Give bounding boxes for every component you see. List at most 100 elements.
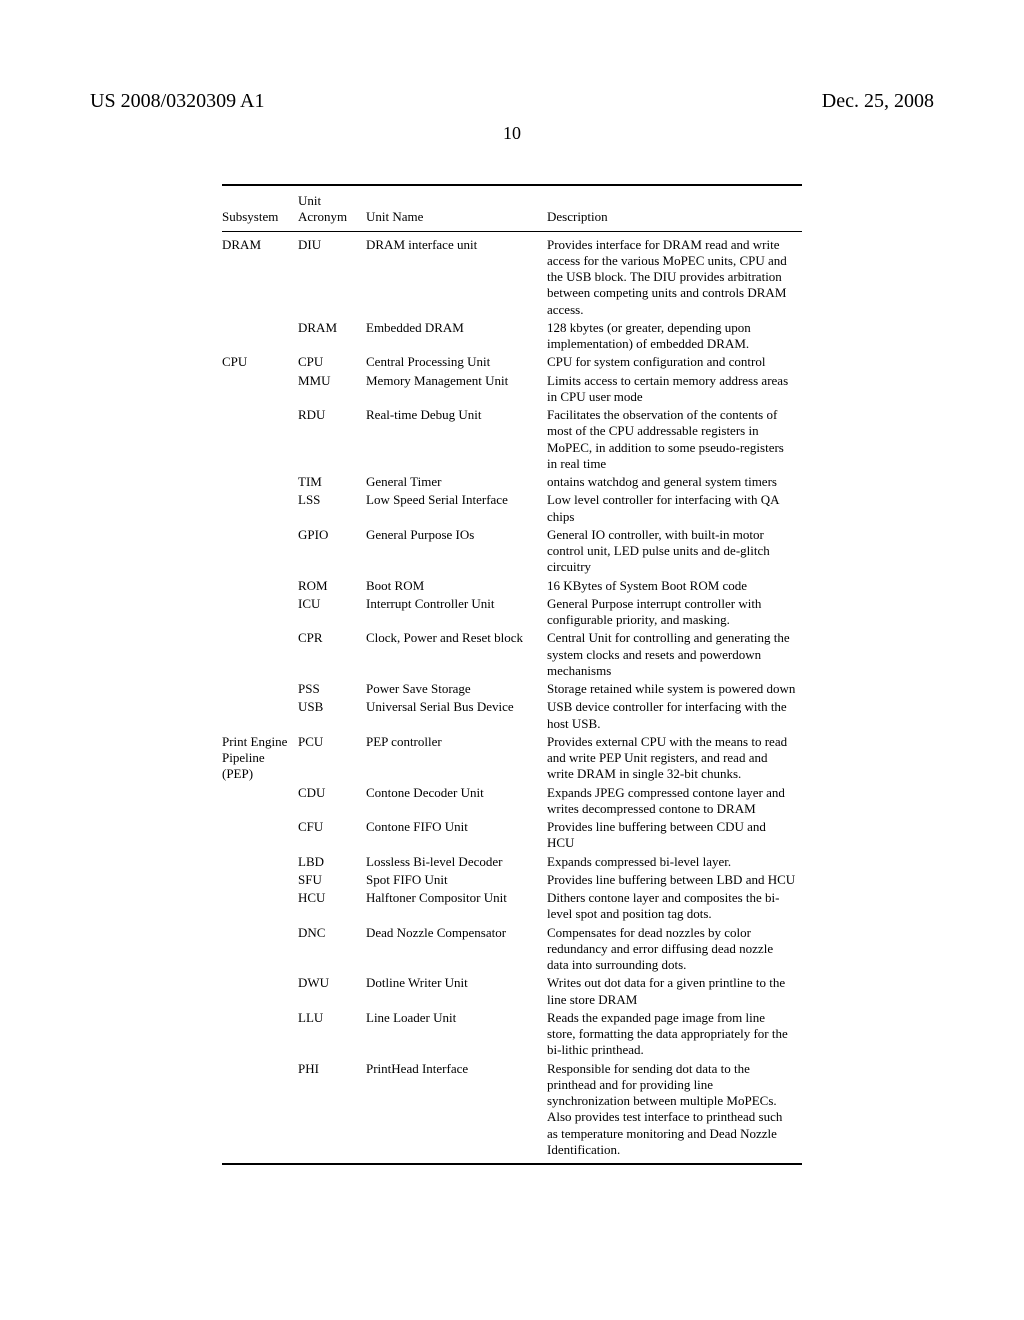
cell-acronym: TIM [298, 473, 366, 491]
cell-unitname: Clock, Power and Reset block [366, 629, 547, 680]
cell-subsystem [222, 1060, 298, 1160]
cell-acronym: GPIO [298, 526, 366, 577]
table-row: PSSPower Save StorageStorage retained wh… [222, 680, 802, 698]
body-table: DRAMDIUDRAM interface unitProvides inter… [222, 236, 802, 1160]
table-row: GPIOGeneral Purpose IOsGeneral IO contro… [222, 526, 802, 577]
table-row: HCUHalftoner Compositor UnitDithers cont… [222, 889, 802, 924]
page: US 2008/0320309 A1 Dec. 25, 2008 10 Subs… [0, 0, 1024, 1320]
cell-unitname: Central Processing Unit [366, 353, 547, 371]
cell-acronym: DNC [298, 924, 366, 975]
cell-subsystem [222, 319, 298, 354]
cell-subsystem: DRAM [222, 236, 298, 319]
cell-subsystem [222, 473, 298, 491]
cell-description: Central Unit for controlling and generat… [547, 629, 802, 680]
cell-unitname: DRAM interface unit [366, 236, 547, 319]
cell-description: Expands compressed bi-level layer. [547, 853, 802, 871]
cell-acronym: CFU [298, 818, 366, 853]
cell-description: Limits access to certain memory address … [547, 372, 802, 407]
cell-unitname: Halftoner Compositor Unit [366, 889, 547, 924]
rule-headsep [222, 231, 802, 232]
col-acronym-top: Unit [298, 193, 321, 208]
table-row: USBUniversal Serial Bus DeviceUSB device… [222, 698, 802, 733]
col-description: Description [547, 190, 802, 229]
cell-description: Compensates for dead nozzles by color re… [547, 924, 802, 975]
header-table: Subsystem Unit Acronym Unit Name Descrip… [222, 190, 802, 229]
cell-unitname: Interrupt Controller Unit [366, 595, 547, 630]
cell-unitname: Contone Decoder Unit [366, 784, 547, 819]
cell-subsystem [222, 974, 298, 1009]
cell-subsystem [222, 680, 298, 698]
rule-top [222, 184, 802, 186]
doc-number: US 2008/0320309 A1 [90, 90, 264, 113]
cell-unitname: Power Save Storage [366, 680, 547, 698]
table-row: DRAMEmbedded DRAM128 kbytes (or greater,… [222, 319, 802, 354]
cell-unitname: Universal Serial Bus Device [366, 698, 547, 733]
cell-acronym: LLU [298, 1009, 366, 1060]
cell-description: Facilitates the observation of the conte… [547, 406, 802, 473]
table-row: ROMBoot ROM16 KBytes of System Boot ROM … [222, 577, 802, 595]
cell-subsystem [222, 818, 298, 853]
cell-description: Expands JPEG compressed contone layer an… [547, 784, 802, 819]
table-row: DWUDotline Writer UnitWrites out dot dat… [222, 974, 802, 1009]
table-row: Print Engine Pipeline (PEP)PCUPEP contro… [222, 733, 802, 784]
cell-description: 128 kbytes (or greater, depending upon i… [547, 319, 802, 354]
cell-unitname: Embedded DRAM [366, 319, 547, 354]
table-row: CPRClock, Power and Reset blockCentral U… [222, 629, 802, 680]
cell-description: 16 KBytes of System Boot ROM code [547, 577, 802, 595]
table-row: DRAMDIUDRAM interface unitProvides inter… [222, 236, 802, 319]
cell-subsystem [222, 629, 298, 680]
cell-unitname: Low Speed Serial Interface [366, 491, 547, 526]
cell-subsystem [222, 889, 298, 924]
cell-acronym: LSS [298, 491, 366, 526]
table-row: MMUMemory Management UnitLimits access t… [222, 372, 802, 407]
cell-unitname: Spot FIFO Unit [366, 871, 547, 889]
cell-acronym: PCU [298, 733, 366, 784]
col-unitname: Unit Name [366, 190, 547, 229]
rule-bottom [222, 1163, 802, 1165]
cell-subsystem [222, 698, 298, 733]
table-row: TIMGeneral Timerontains watchdog and gen… [222, 473, 802, 491]
cell-subsystem: Print Engine Pipeline (PEP) [222, 733, 298, 784]
cell-acronym: CDU [298, 784, 366, 819]
cell-description: Responsible for sending dot data to the … [547, 1060, 802, 1160]
cell-subsystem [222, 924, 298, 975]
cell-subsystem [222, 1009, 298, 1060]
cell-acronym: LBD [298, 853, 366, 871]
cell-description: CPU for system configuration and control [547, 353, 802, 371]
cell-acronym: DIU [298, 236, 366, 319]
table-row: DNCDead Nozzle CompensatorCompensates fo… [222, 924, 802, 975]
cell-subsystem [222, 526, 298, 577]
cell-description: Low level controller for interfacing wit… [547, 491, 802, 526]
cell-unitname: General Timer [366, 473, 547, 491]
table-row: LSSLow Speed Serial InterfaceLow level c… [222, 491, 802, 526]
cell-subsystem [222, 406, 298, 473]
cell-acronym: DRAM [298, 319, 366, 354]
table-row: ICUInterrupt Controller UnitGeneral Purp… [222, 595, 802, 630]
cell-unitname: Line Loader Unit [366, 1009, 547, 1060]
doc-date: Dec. 25, 2008 [822, 90, 934, 113]
cell-acronym: ROM [298, 577, 366, 595]
cell-unitname: Dead Nozzle Compensator [366, 924, 547, 975]
cell-subsystem [222, 784, 298, 819]
col-acronym: Unit Acronym [298, 190, 366, 229]
cell-description: Provides line buffering between CDU and … [547, 818, 802, 853]
cell-acronym: DWU [298, 974, 366, 1009]
cell-description: Writes out dot data for a given printlin… [547, 974, 802, 1009]
cell-acronym: HCU [298, 889, 366, 924]
cell-description: USB device controller for interfacing wi… [547, 698, 802, 733]
cell-acronym: ICU [298, 595, 366, 630]
cell-unitname: PEP controller [366, 733, 547, 784]
cell-description: Reads the expanded page image from line … [547, 1009, 802, 1060]
col-acronym-bot: Acronym [298, 209, 347, 224]
table-row: SFUSpot FIFO UnitProvides line buffering… [222, 871, 802, 889]
table-row: LBDLossless Bi-level DecoderExpands comp… [222, 853, 802, 871]
cell-acronym: USB [298, 698, 366, 733]
cell-acronym: MMU [298, 372, 366, 407]
page-header: US 2008/0320309 A1 Dec. 25, 2008 [90, 90, 934, 113]
cell-subsystem [222, 595, 298, 630]
page-number: 10 [90, 123, 934, 144]
col-subsystem: Subsystem [222, 190, 298, 229]
cell-description: General Purpose interrupt controller wit… [547, 595, 802, 630]
cell-unitname: PrintHead Interface [366, 1060, 547, 1160]
cell-unitname: Memory Management Unit [366, 372, 547, 407]
